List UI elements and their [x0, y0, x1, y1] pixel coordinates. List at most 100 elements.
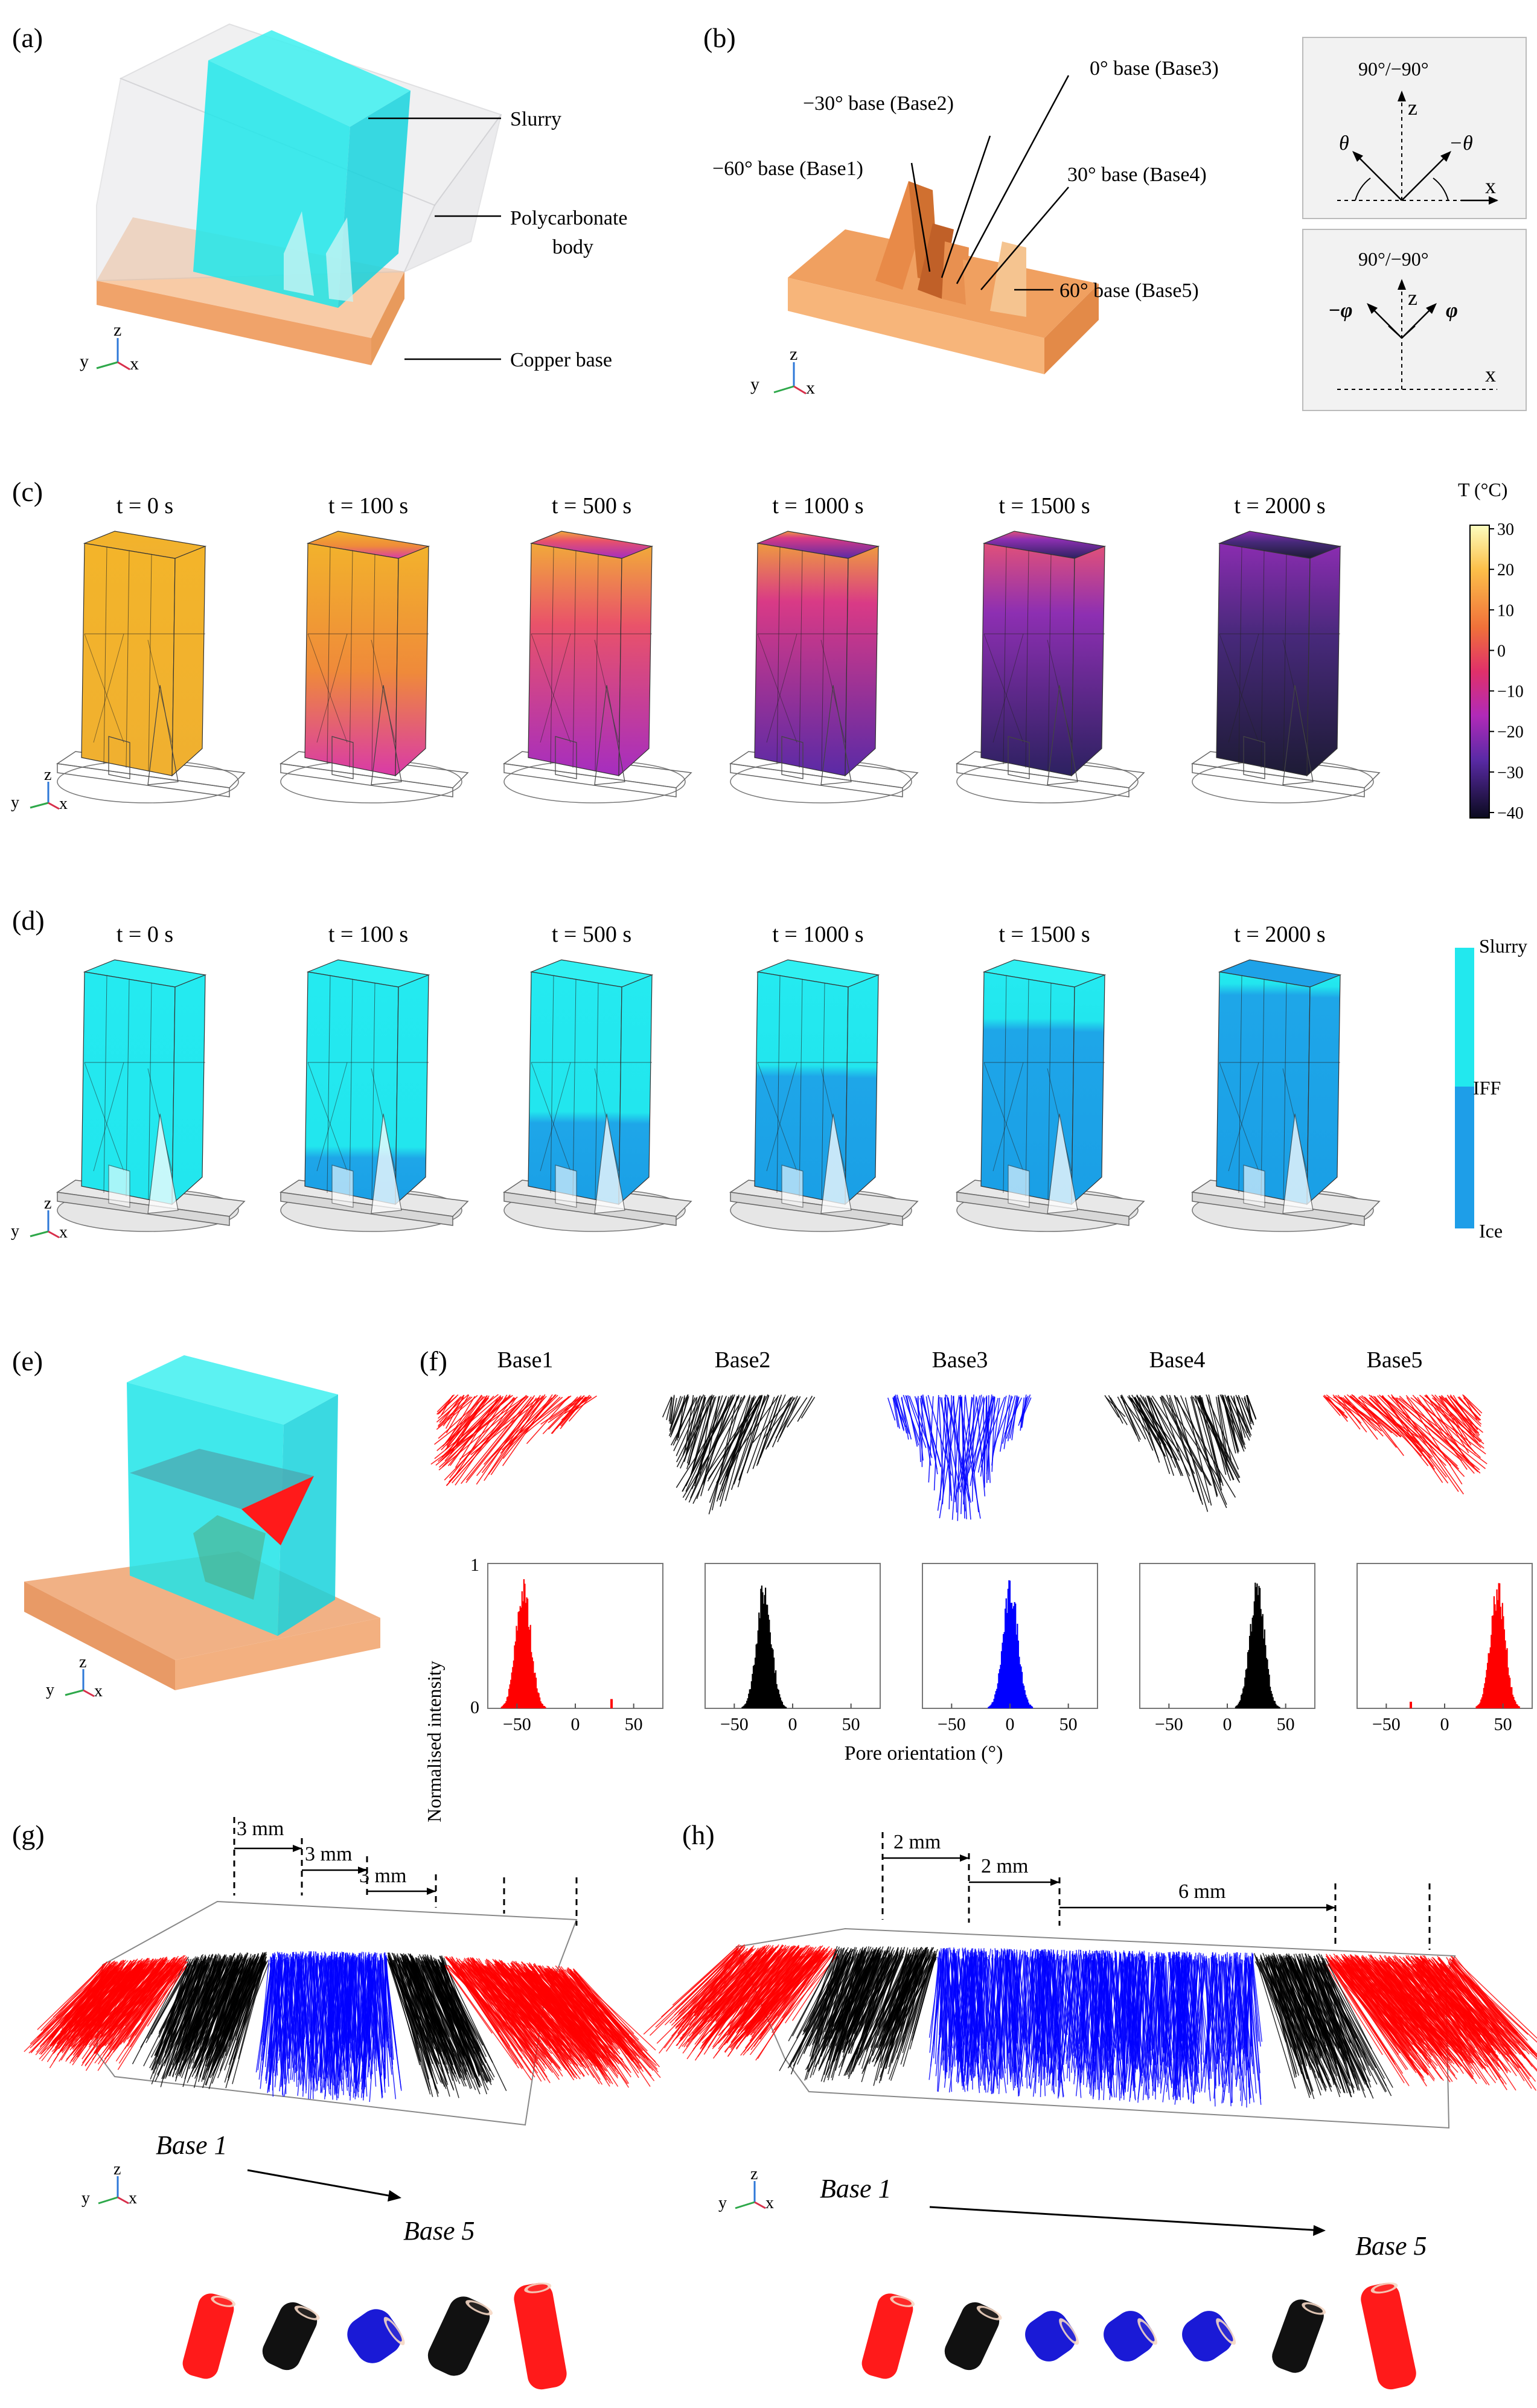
pore-line: [293, 1958, 301, 2086]
pore-line: [1295, 1962, 1349, 2060]
pore-line: [1197, 1959, 1207, 2040]
pore-line: [1104, 1952, 1114, 2064]
hist-bar: [610, 1699, 613, 1708]
highlight-red-face: [241, 1476, 314, 1545]
hist-bar: [764, 1595, 765, 1708]
pore-line: [308, 1962, 314, 2099]
hist-bar: [769, 1632, 771, 1708]
pore-line: [1420, 1956, 1507, 2090]
pore-line: [940, 1951, 948, 2065]
pore-line: [225, 1954, 266, 2032]
pore-line: [184, 1955, 206, 2031]
pore-line: [1090, 1953, 1094, 2070]
spacing-markers: 2 mm 2 mm 6 mm: [881, 1831, 1431, 1950]
hist-bar: [1007, 1588, 1009, 1708]
pore-line: [222, 1952, 248, 2046]
pore-line: [956, 1953, 971, 2060]
pore-line: [459, 1967, 535, 2078]
pore-line: [89, 1959, 145, 2014]
hist-bar: [781, 1702, 784, 1708]
snapshot-model: [729, 531, 919, 803]
hist-bar: [1000, 1651, 1003, 1708]
pore-line: [1235, 1958, 1255, 2103]
hist-bar: [539, 1697, 541, 1708]
pore-line: [1223, 1961, 1232, 2057]
pore-glyph: [1104, 2311, 1158, 2362]
pore-line: [1228, 1956, 1231, 2093]
pore-line: [557, 1973, 631, 2078]
hist-bar: [545, 1707, 546, 1708]
pore-line: [980, 1958, 994, 2082]
hist-bar: [1023, 1685, 1025, 1708]
pore-line: [1346, 1964, 1428, 2057]
axes-triad: z y x: [11, 1194, 68, 1242]
pore-line: [816, 1950, 851, 2040]
pore-line: [1306, 1964, 1371, 2083]
hist-bar: [1265, 1645, 1267, 1708]
pore-line: [1142, 1952, 1150, 2073]
pore-line: [708, 1952, 780, 2041]
hist-bar: [1239, 1700, 1241, 1708]
copper-base-side: [175, 1618, 380, 1690]
pore-line: [1372, 1963, 1451, 2083]
pore-line: [877, 1953, 915, 2036]
pore-line: [409, 1953, 443, 2052]
pore-line: [302, 1959, 310, 2056]
hist-bar: [1486, 1670, 1487, 1708]
pore-line: [1035, 1957, 1040, 2093]
pore-line: [272, 1957, 277, 2091]
hist-bar: [991, 1702, 993, 1708]
hist-bar: [989, 1705, 991, 1708]
hist-bar: [1498, 1583, 1500, 1708]
hist-bar: [767, 1605, 769, 1708]
pore-line: [405, 1958, 461, 2073]
hist-bar: [504, 1703, 506, 1708]
snapshot-model: [955, 959, 1145, 1232]
hist-bar: [996, 1688, 998, 1708]
pore-line: [1008, 1955, 1020, 2094]
svg-text:z: z: [113, 320, 121, 340]
pore-line: [280, 1958, 292, 2087]
pore-line: [1321, 1957, 1351, 2043]
pore-line: [1165, 1953, 1178, 2049]
pore-line: [189, 1964, 214, 2051]
label-base3: 0° base (Base3): [1090, 57, 1219, 80]
pore-line: [1216, 1961, 1228, 2086]
leader-line: [910, 162, 931, 272]
pore-line: [950, 1950, 954, 2042]
pore-line: [1216, 1955, 1222, 2064]
pore-line: [58, 1966, 109, 2030]
pore-line: [365, 1954, 367, 2058]
pore-line: [880, 1958, 913, 2081]
pore-line: [94, 1958, 178, 2064]
pore-line: [817, 1952, 863, 2056]
hist-bar: [1274, 1701, 1276, 1708]
hist-bar: [1475, 1706, 1477, 1708]
panel-b: (b) −60° base (Base1) −30° base (Base2) …: [703, 22, 1527, 411]
hist-bar: [1024, 1690, 1026, 1708]
pore-line: [880, 1953, 924, 2068]
pore-line: [816, 1953, 851, 2030]
pore-line: [892, 1949, 921, 2023]
pore-glyph: [427, 2296, 493, 2376]
slurry-base-protrusion: [284, 211, 314, 296]
hist-bar: [529, 1629, 531, 1708]
pore-line: [944, 1950, 948, 2072]
pore-line: [1009, 1953, 1023, 2053]
pore-line: [1239, 1964, 1242, 2091]
pore-line: [264, 1952, 275, 2068]
time-labels: t = 0 s t = 100 s t = 500 s t = 1000 s t = 1…: [117, 493, 1326, 519]
time-label: t = 1000 s: [772, 493, 863, 519]
pore-line: [1189, 1960, 1204, 2074]
pore-line: [325, 1952, 333, 2097]
svg-text:x: x: [130, 354, 139, 374]
hist-bar: [1277, 1706, 1280, 1708]
hist-bar: [1031, 1707, 1034, 1708]
orientation-histograms: −50 0 50 0 1 −50 0 50 −50 0 50 −50 0 50 −50 0 50: [470, 1555, 1533, 1734]
hist-bar: [744, 1704, 746, 1708]
phase-snapshots: t = 0 s t = 100 s t = 500 s t = 1000 s t = 1…: [56, 922, 1381, 1232]
pore-line: [476, 1962, 572, 2052]
hist-bar: [1268, 1675, 1270, 1708]
pore-line: [803, 1948, 852, 2034]
x-tick: −50: [1372, 1714, 1401, 1734]
